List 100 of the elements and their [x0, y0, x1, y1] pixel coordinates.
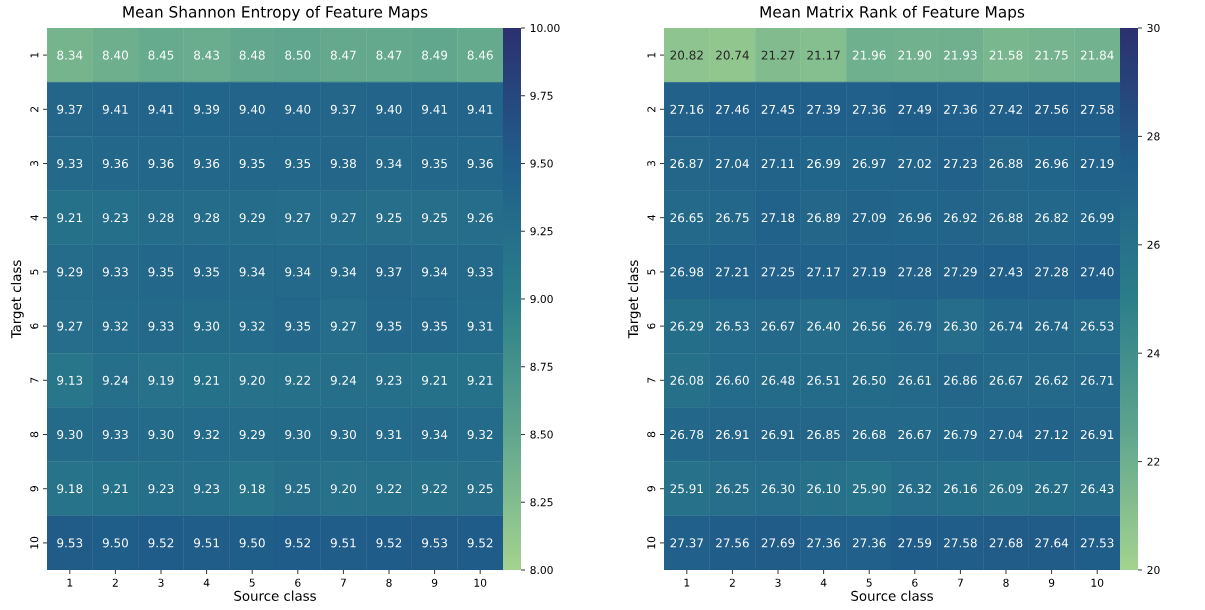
data-label: 26.75: [716, 213, 749, 223]
x-tick-label: 5: [249, 578, 255, 587]
data-label: 26.51: [807, 375, 840, 385]
data-label: 9.39: [194, 104, 220, 114]
data-label: 9.25: [285, 484, 311, 494]
data-label: 9.21: [422, 375, 447, 385]
data-label: 9.40: [376, 104, 402, 114]
data-label: 9.22: [422, 484, 447, 494]
data-label: 9.26: [467, 213, 493, 223]
data-label: 26.62: [1035, 375, 1068, 385]
x-axis-title: Source class: [234, 590, 316, 601]
data-label: 26.99: [807, 158, 840, 169]
data-label: 26.56: [852, 321, 886, 331]
color-bar-label: 9.75: [530, 91, 553, 100]
data-label: 9.52: [285, 538, 310, 548]
data-label: 9.32: [194, 429, 219, 440]
data-label: 9.37: [330, 104, 356, 114]
data-label: 9.33: [102, 429, 128, 440]
y-tick-label: 9: [30, 486, 39, 492]
data-label: 26.50: [852, 375, 886, 385]
data-label: 9.31: [376, 429, 402, 440]
data-label: 27.16: [670, 104, 704, 114]
data-label: 26.53: [716, 321, 749, 331]
data-label: 27.42: [989, 104, 1022, 114]
data-label: 9.34: [285, 267, 311, 277]
y-tick-label: 6: [647, 323, 656, 329]
data-label: 9.27: [285, 213, 311, 223]
data-label: 9.37: [57, 104, 83, 114]
data-label: 25.90: [852, 484, 886, 494]
data-label: 9.32: [467, 429, 493, 440]
y-tick-label: 3: [647, 160, 656, 167]
x-tick-label: 10: [1091, 578, 1104, 587]
data-label: 8.47: [376, 50, 402, 60]
y-tick-label: 10: [647, 536, 656, 549]
data-label: 9.30: [194, 321, 220, 331]
data-label: 9.13: [57, 375, 83, 385]
data-label: 27.36: [852, 538, 886, 548]
data-label: 26.85: [807, 429, 840, 440]
data-label: 9.35: [194, 267, 219, 277]
x-tick-label: 4: [820, 578, 827, 587]
x-tick-label: 9: [431, 578, 438, 587]
data-label: 27.28: [898, 267, 932, 277]
data-label: 9.34: [330, 267, 357, 277]
data-label: 26.60: [716, 375, 749, 385]
data-label: 9.36: [102, 158, 128, 169]
y-tick-label: 7: [30, 377, 39, 383]
data-label: 9.27: [330, 213, 356, 223]
y-axis-title: Target class: [627, 260, 641, 339]
y-tick-label: 2: [30, 106, 39, 112]
data-label: 9.25: [467, 484, 493, 494]
data-label: 9.38: [330, 158, 356, 169]
data-label: 26.88: [989, 158, 1023, 169]
data-label: 27.64: [1035, 538, 1069, 548]
data-label: 21.84: [1080, 50, 1114, 60]
data-label: 8.47: [330, 50, 356, 60]
data-label: 9.25: [376, 213, 402, 223]
data-label: 8.45: [148, 50, 174, 60]
data-label: 26.88: [989, 213, 1023, 223]
data-label: 9.22: [285, 375, 310, 385]
data-label: 8.43: [194, 50, 219, 60]
data-label: 26.91: [716, 429, 749, 440]
data-label: 9.30: [57, 429, 83, 440]
data-label: 27.46: [716, 104, 749, 114]
data-label: 26.43: [1080, 484, 1114, 494]
data-label: 20.82: [670, 50, 703, 60]
data-label: 26.98: [670, 267, 704, 277]
data-label: 9.50: [239, 538, 265, 548]
data-label: 26.30: [761, 484, 795, 494]
data-label: 9.21: [467, 375, 493, 385]
y-tick-label: 8: [30, 431, 39, 438]
data-label: 27.39: [807, 104, 840, 114]
data-label: 9.23: [376, 375, 402, 385]
data-label: 9.36: [194, 158, 220, 169]
data-label: 27.49: [898, 104, 932, 114]
data-label: 21.75: [1035, 50, 1068, 60]
data-label: 9.34: [422, 429, 448, 440]
data-label: 26.68: [852, 429, 886, 440]
data-label: 9.21: [102, 484, 128, 494]
data-label: 26.53: [1080, 321, 1114, 331]
data-label: 26.09: [989, 484, 1023, 494]
x-tick-label: 7: [340, 578, 346, 587]
data-label: 26.82: [1035, 213, 1068, 223]
data-label: 9.34: [376, 158, 402, 169]
data-label: 26.61: [898, 375, 931, 385]
color-bar-label: 8.25: [530, 498, 553, 507]
color-bar-label: 8.75: [530, 362, 553, 371]
data-label: 26.32: [898, 484, 931, 494]
data-label: 26.08: [670, 375, 704, 385]
data-label: 9.20: [330, 484, 356, 494]
chart-title: Mean Shannon Entropy of Feature Maps: [123, 5, 428, 21]
data-label: 27.04: [716, 158, 749, 169]
data-label: 21.90: [898, 50, 932, 60]
data-label: 27.11: [761, 159, 795, 168]
data-label: 9.21: [194, 375, 219, 385]
data-label: 21.96: [852, 50, 886, 60]
color-bar-label: 9.50: [530, 159, 553, 168]
data-label: 26.40: [807, 321, 840, 331]
color-bar-label: 24: [1147, 349, 1160, 358]
data-label: 9.36: [148, 158, 174, 169]
data-label: 27.36: [852, 104, 886, 114]
